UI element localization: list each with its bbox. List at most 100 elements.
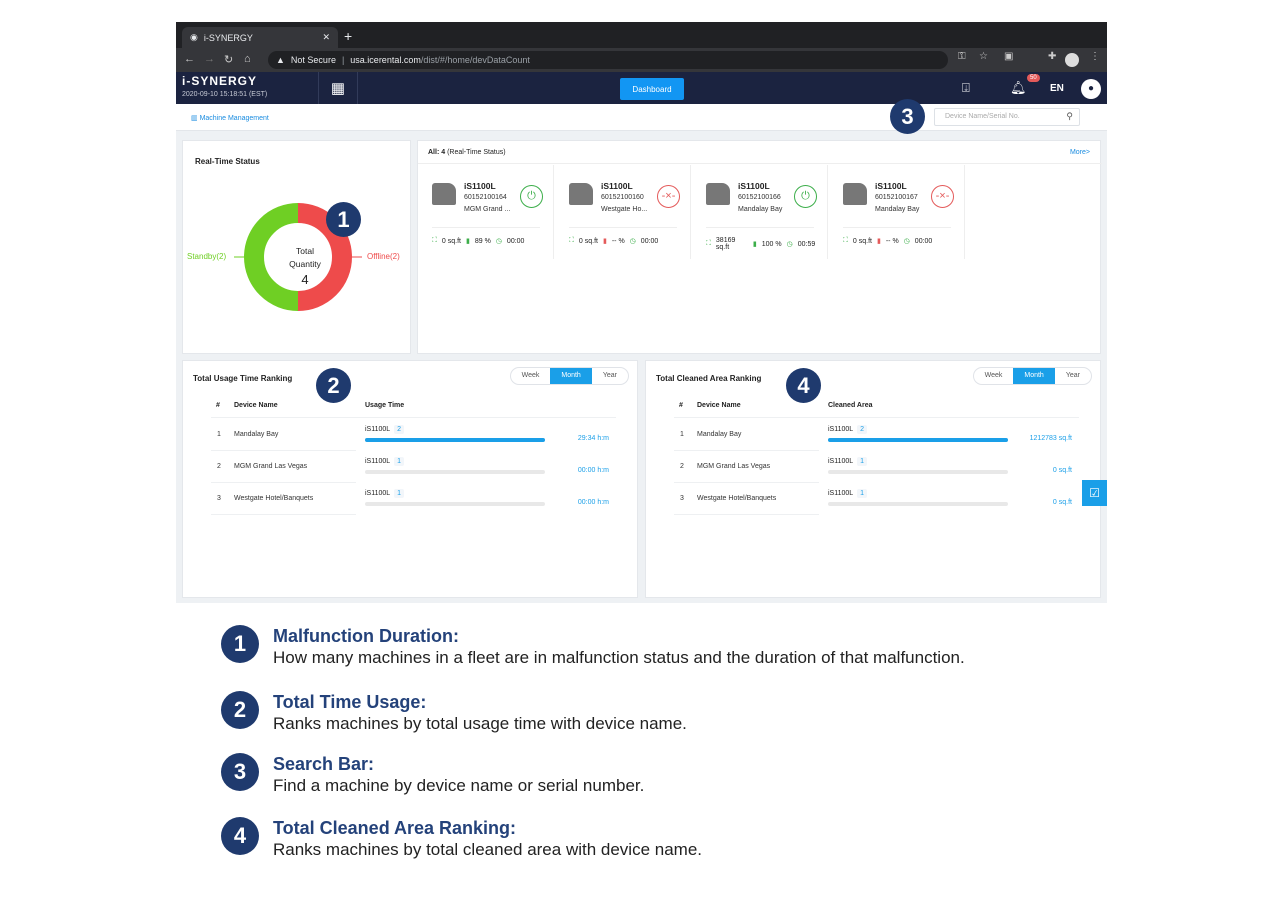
run-time: 00:00 bbox=[640, 237, 659, 245]
breadcrumb[interactable]: ▥ Machine Management bbox=[191, 114, 269, 122]
notification-badge: 50 bbox=[1027, 74, 1040, 82]
battery-level: -- % bbox=[885, 237, 899, 245]
legend-description: Find a machine by device name or serial … bbox=[273, 776, 645, 795]
offline-label: Offline(2) bbox=[367, 252, 400, 261]
search-input[interactable]: Device Name/Serial No. ⚲ bbox=[934, 108, 1080, 126]
back-icon[interactable]: ← bbox=[184, 53, 195, 65]
device-serial: 60152100160 bbox=[601, 194, 644, 201]
progress-fill bbox=[828, 438, 1008, 442]
row-device-name[interactable]: Mandalay Bay bbox=[234, 431, 279, 438]
row-device-name[interactable]: Westgate Hotel/Banquets bbox=[697, 495, 777, 502]
row-model-count: 1 bbox=[857, 489, 868, 498]
clock-icon: ◷ bbox=[495, 238, 502, 245]
period-selector: Week Month Year bbox=[509, 367, 629, 385]
warning-icon: ▲ bbox=[276, 55, 285, 65]
area-icon: ⛶ bbox=[432, 237, 437, 244]
row-rank: 3 bbox=[217, 495, 221, 502]
period-year-tab[interactable]: Year bbox=[1065, 372, 1080, 379]
address-bar[interactable]: ▲ Not Secure | usa.icerental.com/dist/#/hom… bbox=[268, 51, 948, 69]
extension-icon[interactable]: ▣ bbox=[1004, 51, 1014, 62]
search-placeholder: Device Name/Serial No. bbox=[945, 113, 1020, 120]
status-donut-chart bbox=[234, 203, 362, 311]
clipboard-check-icon[interactable]: ☑ bbox=[1082, 480, 1107, 506]
tab-title: i-SYNERGY bbox=[203, 32, 253, 43]
user-avatar[interactable]: ● bbox=[1081, 79, 1101, 99]
row-model: iS1100L bbox=[828, 458, 854, 465]
period-month-tab[interactable]: Month bbox=[550, 368, 592, 384]
device-card[interactable]: iS1100L 60152100164 MGM Grand ... ⏻ ⛶ 0 s… bbox=[418, 165, 554, 259]
row-rank: 1 bbox=[217, 431, 221, 438]
offline-status-icon: -×- bbox=[657, 185, 680, 208]
apps-grid-icon[interactable]: ▦ bbox=[318, 72, 358, 104]
device-model: iS1100L bbox=[875, 181, 907, 191]
legend-description: How many machines in a fleet are in malf… bbox=[273, 648, 965, 667]
period-year-tab[interactable]: Year bbox=[602, 372, 617, 379]
cleaned-area: 0 sq.ft bbox=[578, 237, 598, 245]
row-rank: 2 bbox=[680, 463, 684, 470]
battery-icon: ▮ bbox=[876, 238, 881, 245]
more-link[interactable]: More> bbox=[1069, 149, 1090, 156]
col-device-name: Device Name bbox=[234, 402, 278, 409]
app-header: i-SYNERGY 2020-09-10 15:18:51 (EST) ▦ Da… bbox=[176, 72, 1107, 104]
favicon-icon: ◉ bbox=[190, 32, 198, 42]
row-model-count: 2 bbox=[394, 425, 405, 434]
bell-icon[interactable]: 🔔︎ bbox=[1010, 80, 1027, 95]
col-device-name: Device Name bbox=[697, 402, 741, 409]
col-value: Usage Time bbox=[365, 402, 405, 409]
legend-title: Malfunction Duration: bbox=[273, 626, 459, 646]
search-icon[interactable]: ⚲ bbox=[1066, 111, 1073, 121]
star-icon[interactable]: ☆ bbox=[979, 51, 988, 62]
row-model-count: 1 bbox=[394, 457, 405, 466]
browser-tab[interactable]: ◉ i-SYNERGY ✕ bbox=[182, 27, 338, 48]
home-icon[interactable]: ⌂ bbox=[244, 53, 251, 65]
key-icon[interactable]: ⚿ bbox=[958, 51, 966, 62]
standby-slice[interactable] bbox=[244, 203, 299, 311]
run-time: 00:00 bbox=[914, 237, 933, 245]
device-count: All: 4 bbox=[428, 149, 446, 156]
progress-bar bbox=[828, 438, 1008, 442]
machine-image bbox=[706, 183, 730, 205]
battery-icon: ▮ bbox=[752, 241, 757, 248]
row-device-name[interactable]: MGM Grand Las Vegas bbox=[234, 463, 308, 470]
new-tab-icon[interactable]: + bbox=[344, 28, 353, 44]
cleaned-area: 0 sq.ft bbox=[441, 237, 461, 245]
clock-icon: ◷ bbox=[629, 238, 636, 245]
row-device-name[interactable]: MGM Grand Las Vegas bbox=[697, 463, 771, 470]
row-model-count: 2 bbox=[857, 425, 868, 434]
period-week-tab[interactable]: Week bbox=[521, 372, 540, 379]
download-icon[interactable]: ⍗ bbox=[962, 80, 970, 95]
battery-level: -- % bbox=[611, 237, 625, 245]
close-tab-icon[interactable]: ✕ bbox=[322, 32, 330, 42]
puzzle-icon[interactable]: ✚ bbox=[1048, 51, 1057, 62]
row-device-name[interactable]: Westgate Hotel/Banquets bbox=[234, 495, 314, 502]
period-month-tab[interactable]: Month bbox=[1013, 368, 1055, 384]
legend-marker: 4 bbox=[221, 817, 259, 855]
reload-icon[interactable]: ↻ bbox=[224, 54, 234, 66]
language-button[interactable]: EN bbox=[1050, 83, 1064, 94]
profile-icon[interactable] bbox=[1065, 53, 1079, 67]
menu-icon[interactable]: ⋮ bbox=[1090, 51, 1100, 62]
legend-description: Ranks machines by total cleaned area wit… bbox=[273, 840, 703, 859]
device-card[interactable]: iS1100L 60152100160 Westgate Ho... -×- ⛶… bbox=[555, 165, 691, 259]
row-device-name[interactable]: Mandalay Bay bbox=[697, 431, 742, 438]
forward-icon[interactable]: → bbox=[204, 53, 215, 65]
row-model: iS1100L bbox=[365, 458, 391, 465]
device-card[interactable]: iS1100L 60152100167 Mandalay Bay -×- ⛶ 0 … bbox=[829, 165, 965, 259]
device-card[interactable]: iS1100L 60152100166 Mandalay Bay ⏻ ⛶ 3816… bbox=[692, 165, 828, 259]
col-value: Cleaned Area bbox=[828, 402, 873, 409]
dashboard-button[interactable]: Dashboard bbox=[620, 78, 684, 100]
area-icon: ⛶ bbox=[706, 240, 711, 247]
row-model: iS1100L bbox=[365, 426, 391, 433]
run-time: 00:00 bbox=[506, 237, 525, 245]
realtime-status-panel: Real-Time Status Total Quantity 4 Standb… bbox=[182, 140, 411, 354]
callout-marker-4: 4 bbox=[786, 368, 821, 403]
callout-marker-2: 2 bbox=[316, 368, 351, 403]
clock-icon: ◷ bbox=[786, 241, 793, 248]
offline-slice[interactable] bbox=[297, 203, 352, 311]
device-location: Mandalay Bay bbox=[875, 206, 920, 213]
progress-bar bbox=[828, 502, 1008, 506]
row-value: 0 sq.ft bbox=[1052, 499, 1072, 506]
period-week-tab[interactable]: Week bbox=[984, 372, 1003, 379]
callout-marker-1: 1 bbox=[326, 202, 361, 237]
standby-label: Standby(2) bbox=[187, 252, 227, 261]
